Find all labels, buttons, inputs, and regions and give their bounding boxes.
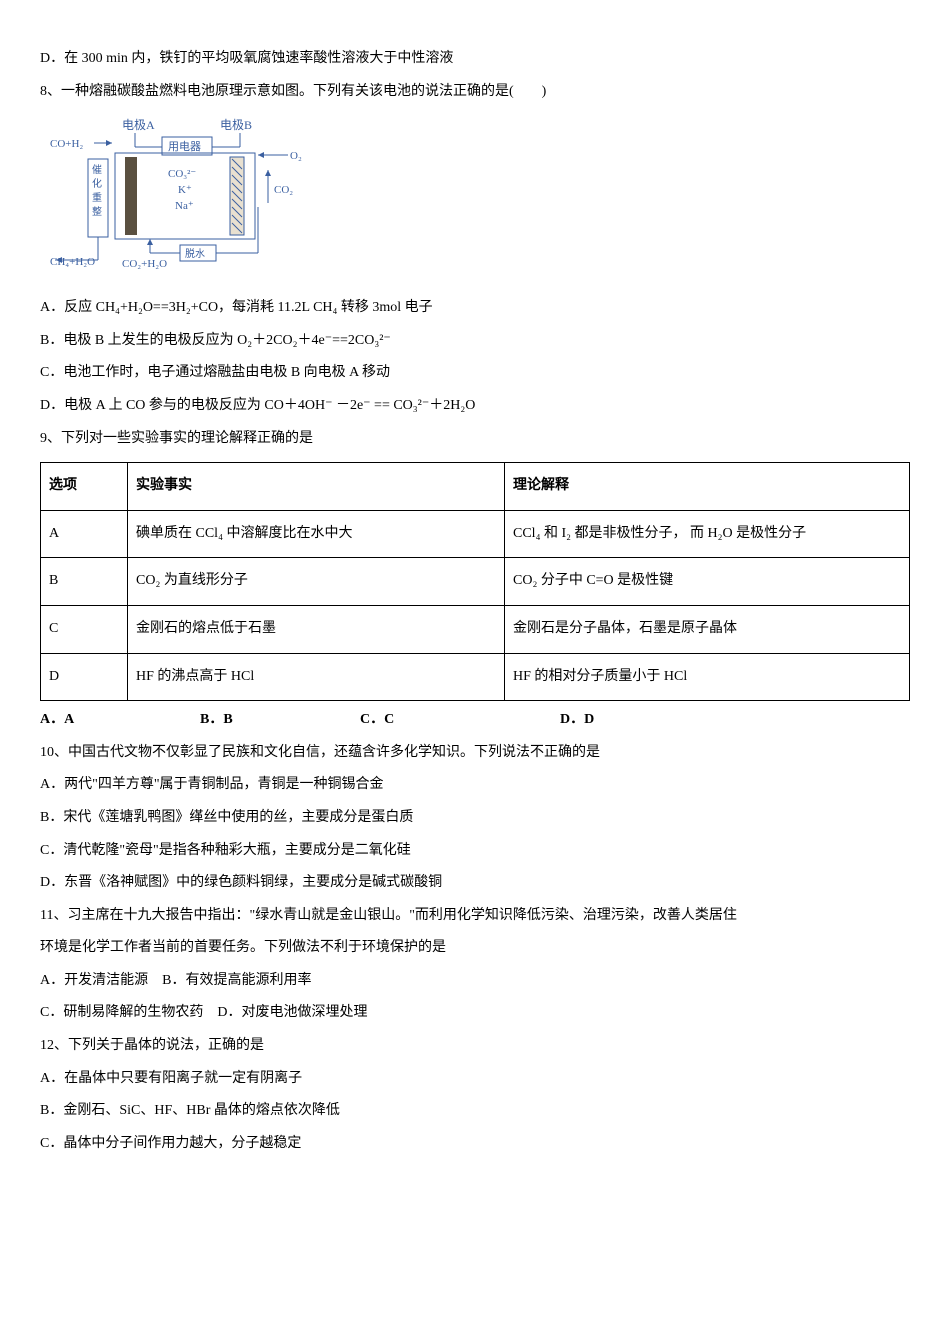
q9-opt-a: A．A bbox=[40, 707, 200, 734]
q9-r3c1: HF 的沸点高于 HCl bbox=[128, 653, 505, 701]
q9-th-0: 选项 bbox=[41, 463, 128, 511]
svg-text:整: 整 bbox=[92, 205, 102, 218]
q9-r1c0: B bbox=[41, 558, 128, 606]
q9-stem: 9、下列对一些实验事实的理论解释正确的是 bbox=[40, 426, 910, 453]
q8-stem: 8、一种熔融碳酸盐燃料电池原理示意如图。下列有关该电池的说法正确的是( ) bbox=[40, 79, 910, 106]
q10-option-b: B．宋代《莲塘乳鸭图》缂丝中使用的丝，主要成分是蛋白质 bbox=[40, 805, 910, 832]
q11-options-ab: A．开发清洁能源 B．有效提高能源利用率 bbox=[40, 968, 910, 995]
q9-opt-b: B．B bbox=[200, 707, 360, 734]
svg-text:化: 化 bbox=[92, 177, 102, 190]
q11-options-cd: C．研制易降解的生物农药 D．对废电池做深埋处理 bbox=[40, 1000, 910, 1027]
q9-table: 选项 实验事实 理论解释 A 碘单质在 CCl₄ 中溶解度比在水中大 CCl₄ … bbox=[40, 462, 910, 701]
label-electrode-b: 电极B bbox=[220, 118, 252, 132]
q9-r0c2: CCl₄ 和 I₂ 都是非极性分子， 而 H₂O 是极性分子 bbox=[505, 510, 910, 558]
label-co32: CO₃²⁻ bbox=[168, 168, 196, 180]
label-o2: O₂ bbox=[290, 150, 302, 162]
q8-option-c: C．电池工作时，电子通过熔融盐由电极 B 向电极 A 移动 bbox=[40, 360, 910, 387]
label-co2h2o: CO₂+H₂O bbox=[122, 258, 167, 270]
q10-option-a: A．两代"四羊方尊"属于青铜制品，青铜是一种铜锡合金 bbox=[40, 772, 910, 799]
label-co2: CO₂ bbox=[274, 184, 293, 196]
label-dehydrate: 脱水 bbox=[185, 247, 205, 260]
table-row: D HF 的沸点高于 HCl HF 的相对分子质量小于 HCl bbox=[41, 653, 910, 701]
label-device: 用电器 bbox=[168, 140, 201, 153]
table-row: A 碘单质在 CCl₄ 中溶解度比在水中大 CCl₄ 和 I₂ 都是非极性分子，… bbox=[41, 510, 910, 558]
label-coh2: CO+H₂ bbox=[50, 138, 83, 150]
q12-option-a: A．在晶体中只要有阳离子就一定有阴离子 bbox=[40, 1066, 910, 1093]
q10-option-c: C．清代乾隆"瓷母"是指各种釉彩大瓶，主要成分是二氧化硅 bbox=[40, 838, 910, 865]
q9-opt-d: D．D bbox=[560, 707, 720, 734]
q7-option-d: D．在 300 min 内，铁钉的平均吸氧腐蚀速率酸性溶液大于中性溶液 bbox=[40, 46, 910, 73]
q9-r1c2: CO₂ 分子中 C=O 是极性键 bbox=[505, 558, 910, 606]
label-na: Na⁺ bbox=[175, 200, 194, 212]
q9-r1c1: CO₂ 为直线形分子 bbox=[128, 558, 505, 606]
q9-r3c0: D bbox=[41, 653, 128, 701]
q9-r2c0: C bbox=[41, 605, 128, 653]
q9-opt-c: C．C bbox=[360, 707, 560, 734]
q10-stem: 10、中国古代文物不仅彰显了民族和文化自信，还蕴含许多化学知识。下列说法不正确的… bbox=[40, 740, 910, 767]
q8-option-d: D．电极 A 上 CO 参与的电极反应为 CO＋4OH⁻ －2e⁻ == CO₃… bbox=[40, 393, 910, 420]
q9-th-2: 理论解释 bbox=[505, 463, 910, 511]
q11-stem-2: 环境是化学工作者当前的首要任务。下列做法不利于环境保护的是 bbox=[40, 935, 910, 962]
q9-r2c1: 金刚石的熔点低于石墨 bbox=[128, 605, 505, 653]
svg-text:重: 重 bbox=[92, 191, 102, 204]
q12-stem: 12、下列关于晶体的说法，正确的是 bbox=[40, 1033, 910, 1060]
q9-options: A．A B．B C．C D．D bbox=[40, 707, 910, 734]
table-row: B CO₂ 为直线形分子 CO₂ 分子中 C=O 是极性键 bbox=[41, 558, 910, 606]
svg-text:催: 催 bbox=[92, 163, 102, 176]
q9-r0c0: A bbox=[41, 510, 128, 558]
q11-stem-1: 11、习主席在十九大报告中指出："绿水青山就是金山银山。"而利用化学知识降低污染… bbox=[40, 903, 910, 930]
q9-r2c2: 金刚石是分子晶体，石墨是原子晶体 bbox=[505, 605, 910, 653]
q9-th-1: 实验事实 bbox=[128, 463, 505, 511]
q12-option-c: C．晶体中分子间作用力越大，分子越稳定 bbox=[40, 1131, 910, 1158]
q12-option-b: B．金刚石、SiC、HF、HBr 晶体的熔点依次降低 bbox=[40, 1098, 910, 1125]
q8-diagram: 电极A 电极B 用电器 CO+H₂ O₂ CO₂ CO₃²⁻ K⁺ Na⁺ 催 … bbox=[50, 115, 910, 285]
label-ch4h2o: CH₄+H₂O bbox=[50, 256, 95, 268]
q9-r0c1: 碘单质在 CCl₄ 中溶解度比在水中大 bbox=[128, 510, 505, 558]
label-k: K⁺ bbox=[178, 184, 192, 196]
q9-r3c2: HF 的相对分子质量小于 HCl bbox=[505, 653, 910, 701]
table-row: C 金刚石的熔点低于石墨 金刚石是分子晶体，石墨是原子晶体 bbox=[41, 605, 910, 653]
label-electrode-a: 电极A bbox=[122, 118, 155, 132]
q8-option-a: A．反应 CH₄+H₂O==3H₂+CO，每消耗 11.2L CH₄ 转移 3m… bbox=[40, 295, 910, 322]
q8-option-b: B．电极 B 上发生的电极反应为 O₂＋2CO₂＋4e⁻==2CO₃²⁻ bbox=[40, 328, 910, 355]
q10-option-d: D．东晋《洛神赋图》中的绿色颜料铜绿，主要成分是碱式碳酸铜 bbox=[40, 870, 910, 897]
